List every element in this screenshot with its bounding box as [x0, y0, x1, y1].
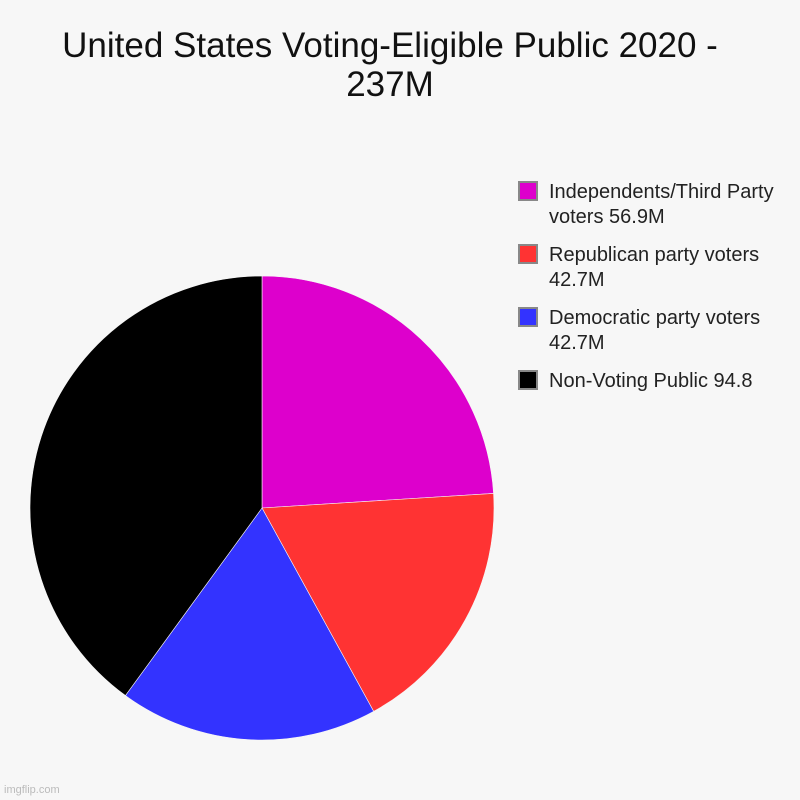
pie-slice-4: [29, 275, 263, 696]
legend-swatch: [518, 307, 538, 327]
legend-label: Republican party voters 42.7M: [549, 244, 760, 291]
pie-slice-3: [125, 507, 375, 741]
legend-item: Non-Voting Public 94.8: [518, 369, 798, 432]
legend-swatch: [518, 181, 538, 201]
legend-item: Republican party voters 42.7M: [518, 243, 798, 306]
pie-slices: [29, 275, 495, 741]
legend-swatch: [518, 244, 538, 264]
watermark: imgflip.com: [4, 784, 60, 796]
legend-label: Independents/Third Party voters 56.9M: [549, 181, 774, 228]
chart-legend: Independents/Third Party voters 56.9M Rep…: [518, 180, 798, 432]
legend-label: Non-Voting Public 94.8: [549, 370, 753, 392]
chart-title: United States Voting-Eligible Public 202…: [62, 26, 718, 104]
legend-swatch: [518, 370, 538, 390]
legend-item: Democratic party voters 42.7M: [518, 306, 798, 369]
legend-label: Democratic party voters 42.7M: [549, 307, 761, 354]
pie-slice-1: [261, 275, 494, 509]
pie-slice-2: [261, 493, 495, 712]
legend-item: Independents/Third Party voters 56.9M: [518, 180, 798, 243]
